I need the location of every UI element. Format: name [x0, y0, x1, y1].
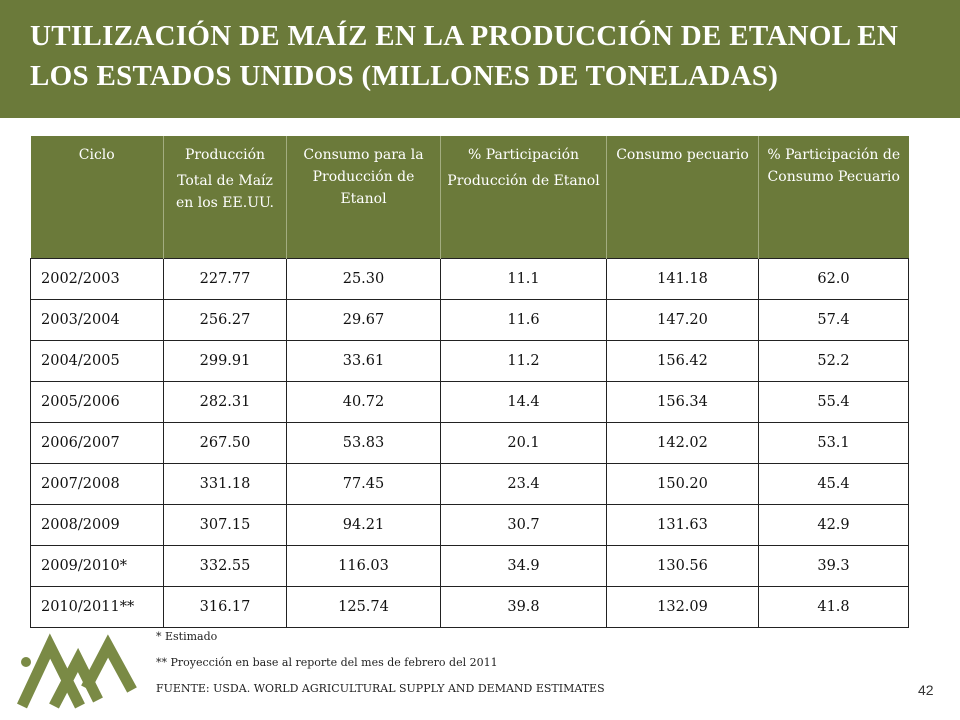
table-cell: 39.8 [440, 585, 607, 628]
table-cell: 141.18 [606, 257, 759, 300]
table-cell: 2002/2003 [30, 257, 164, 300]
table-cell: 11.6 [440, 298, 607, 341]
table-cell: 331.18 [163, 462, 287, 505]
table-cell: 332.55 [163, 544, 287, 587]
table-cell: 267.50 [163, 421, 287, 464]
header-cycle: Ciclo [30, 136, 164, 258]
table-cell: 39.3 [758, 544, 909, 587]
table-cell: 2004/2005 [30, 339, 164, 382]
table-cell: 125.74 [286, 585, 441, 628]
table-cell: 23.4 [440, 462, 607, 505]
table-cell: 62.0 [758, 257, 909, 300]
table-cell: 2009/2010* [30, 544, 164, 587]
table-cell: 52.2 [758, 339, 909, 382]
table-row: 2009/2010* 332.55 116.03 34.9 130.56 39.3 [30, 544, 909, 587]
header-ethanol-consumption: Consumo para la Producción de Etanol [286, 136, 441, 258]
table-cell: 316.17 [163, 585, 287, 628]
table-cell: 41.8 [758, 585, 909, 628]
table-row: 2007/2008 331.18 77.45 23.4 150.20 45.4 [30, 462, 909, 505]
table-row: 2002/2003 227.77 25.30 11.1 141.18 62.0 [30, 257, 909, 300]
table-row: 2006/2007 267.50 53.83 20.1 142.02 53.1 [30, 421, 909, 464]
table-cell: 256.27 [163, 298, 287, 341]
table-cell: 2007/2008 [30, 462, 164, 505]
table-cell: 307.15 [163, 503, 287, 546]
header-livestock-share: % Participación de Consumo Pecuario [758, 136, 909, 258]
table-cell: 2005/2006 [30, 380, 164, 423]
table-cell: 131.63 [606, 503, 759, 546]
table-cell: 34.9 [440, 544, 607, 587]
table-cell: 55.4 [758, 380, 909, 423]
page-title: UTILIZACIÓN DE MAÍZ EN LA PRODUCCIÓN DE … [30, 20, 899, 92]
table-cell: 20.1 [440, 421, 607, 464]
logo-icon [17, 633, 137, 709]
table-row: 2008/2009 307.15 94.21 30.7 131.63 42.9 [30, 503, 909, 546]
table-cell: 11.2 [440, 339, 607, 382]
table-cell: 156.42 [606, 339, 759, 382]
table-cell: 94.21 [286, 503, 441, 546]
table-cell: 53.83 [286, 421, 441, 464]
header-livestock-consumption: Consumo pecuario [606, 136, 759, 258]
table-cell: 57.4 [758, 298, 909, 341]
table-cell: 142.02 [606, 421, 759, 464]
table-row: 2004/2005 299.91 33.61 11.2 156.42 52.2 [30, 339, 909, 382]
table-cell: 40.72 [286, 380, 441, 423]
table-header-row: Ciclo Producción Total de Maíz en los EE.… [30, 136, 909, 258]
note-estimated: * Estimado [156, 630, 218, 643]
table-cell: 2008/2009 [30, 503, 164, 546]
data-table: Ciclo Producción Total de Maíz en los EE.… [30, 136, 909, 628]
table-cell: 25.30 [286, 257, 441, 300]
note-source: FUENTE: USDA. WORLD AGRICULTURAL SUPPLY … [156, 682, 605, 695]
table-cell: 116.03 [286, 544, 441, 587]
table-cell: 33.61 [286, 339, 441, 382]
note-projection: ** Proyección en base al reporte del mes… [156, 656, 498, 669]
table-cell: 2006/2007 [30, 421, 164, 464]
table-cell: 14.4 [440, 380, 607, 423]
table-cell: 53.1 [758, 421, 909, 464]
table-cell: 299.91 [163, 339, 287, 382]
table-cell: 29.67 [286, 298, 441, 341]
table-cell: 156.34 [606, 380, 759, 423]
table-cell: 77.45 [286, 462, 441, 505]
table-row: 2010/2011** 316.17 125.74 39.8 132.09 41.8 [30, 585, 909, 628]
table-cell: 130.56 [606, 544, 759, 587]
table-cell: 30.7 [440, 503, 607, 546]
table-cell: 150.20 [606, 462, 759, 505]
table-cell: 2010/2011** [30, 585, 164, 628]
table-cell: 132.09 [606, 585, 759, 628]
table-cell: 45.4 [758, 462, 909, 505]
table-cell: 227.77 [163, 257, 287, 300]
table-cell: 147.20 [606, 298, 759, 341]
table-cell: 2003/2004 [30, 298, 164, 341]
header-ethanol-share: % Participación Producción de Etanol [440, 136, 607, 258]
footnotes: * Estimado ** Proyección en base al repo… [156, 624, 605, 702]
page-number: 42 [918, 682, 934, 698]
table-row: 2003/2004 256.27 29.67 11.6 147.20 57.4 [30, 298, 909, 341]
table-row: 2005/2006 282.31 40.72 14.4 156.34 55.4 [30, 380, 909, 423]
header-production: Producción Total de Maíz en los EE.UU. [163, 136, 287, 258]
table-cell: 11.1 [440, 257, 607, 300]
table-cell: 42.9 [758, 503, 909, 546]
table-cell: 282.31 [163, 380, 287, 423]
title-bar: UTILIZACIÓN DE MAÍZ EN LA PRODUCCIÓN DE … [0, 0, 960, 118]
